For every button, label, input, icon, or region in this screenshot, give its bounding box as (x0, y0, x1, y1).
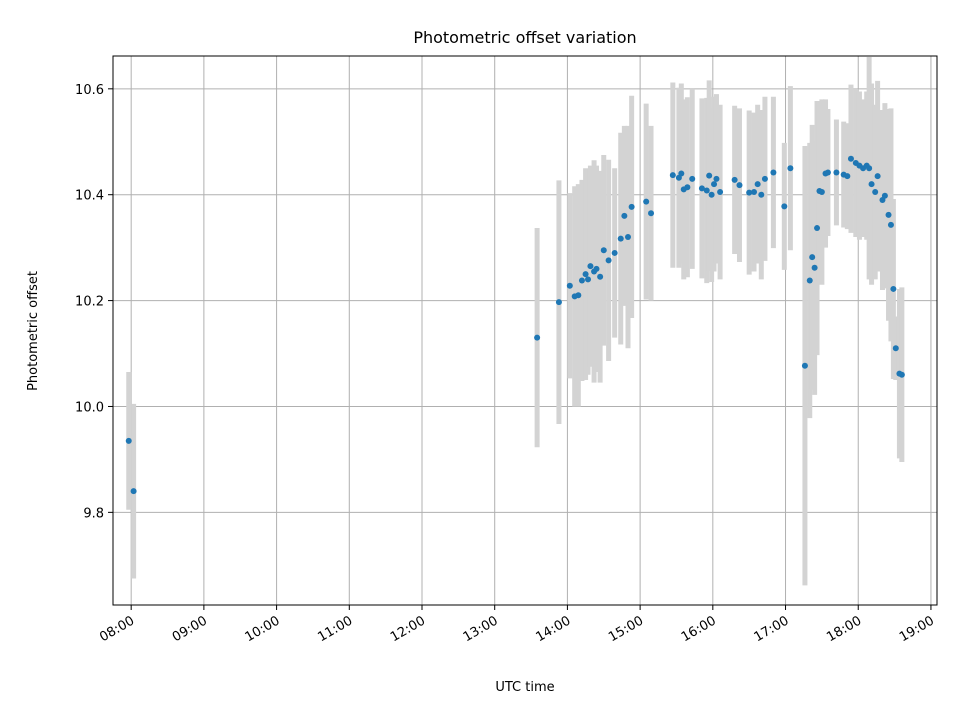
data-point (866, 165, 873, 172)
y-tick-label: 10.0 (75, 400, 104, 415)
data-point (689, 175, 696, 182)
data-point (892, 345, 899, 352)
data-point (746, 189, 753, 196)
data-point (731, 176, 738, 183)
chart-title: Photometric offset variation (413, 28, 636, 47)
data-point (698, 185, 705, 192)
data-point (890, 285, 897, 292)
data-point (587, 263, 594, 270)
data-point (844, 173, 851, 180)
y-tick-label: 10.6 (75, 83, 104, 98)
data-point (898, 371, 905, 378)
y-axis-ticks: 9.8 10.0 10.2 10.4 10.6 (75, 83, 113, 521)
data-point (781, 203, 788, 210)
data-point (669, 172, 676, 179)
data-point (703, 187, 710, 194)
plot-frame (112, 55, 938, 606)
data-point (648, 210, 655, 217)
y-tick-label: 10.4 (75, 189, 104, 204)
data-point (761, 175, 768, 182)
data-point (814, 225, 821, 232)
y-tick-label: 9.8 (83, 506, 104, 521)
x-axis-label: UTC time (495, 680, 554, 695)
data-point (534, 334, 541, 341)
data-point (787, 165, 794, 172)
y-tick-label: 10.2 (75, 295, 104, 310)
data-point (818, 189, 825, 196)
data-point (847, 155, 854, 162)
data-point (575, 292, 582, 299)
data-point (868, 181, 875, 188)
data-point (684, 184, 691, 191)
data-point (874, 173, 881, 180)
data-point (713, 175, 720, 182)
data-point (806, 277, 813, 284)
data-point (625, 234, 631, 241)
data-point (611, 249, 618, 256)
data-point (881, 192, 888, 199)
data-point (593, 265, 600, 272)
data-point (566, 282, 573, 289)
data-point (770, 169, 777, 176)
data-point (643, 198, 650, 205)
data-point (708, 191, 715, 198)
data-point (872, 189, 879, 196)
data-point (125, 437, 132, 444)
data-point (582, 271, 589, 278)
data-point (597, 273, 604, 280)
data-point (885, 211, 892, 218)
data-point (758, 191, 765, 198)
data-point (801, 362, 808, 369)
data-point (617, 235, 624, 242)
data-point (706, 172, 713, 179)
y-axis-label: Photometric offset (26, 271, 41, 391)
data-point (678, 170, 685, 177)
data-point (628, 203, 635, 210)
data-point (811, 264, 818, 271)
data-point (578, 277, 585, 284)
data-point (754, 181, 761, 188)
data-points (125, 155, 905, 495)
data-point (585, 276, 592, 283)
data-point (833, 169, 840, 176)
data-point (130, 488, 137, 495)
data-point (605, 257, 612, 264)
data-point (600, 247, 607, 254)
data-point (809, 254, 816, 261)
data-point (751, 189, 758, 196)
data-point (887, 221, 894, 228)
data-point (621, 212, 628, 219)
data-point (717, 189, 724, 196)
data-point (736, 182, 743, 189)
data-point (711, 181, 718, 188)
data-point (824, 169, 831, 176)
data-point (555, 299, 562, 306)
